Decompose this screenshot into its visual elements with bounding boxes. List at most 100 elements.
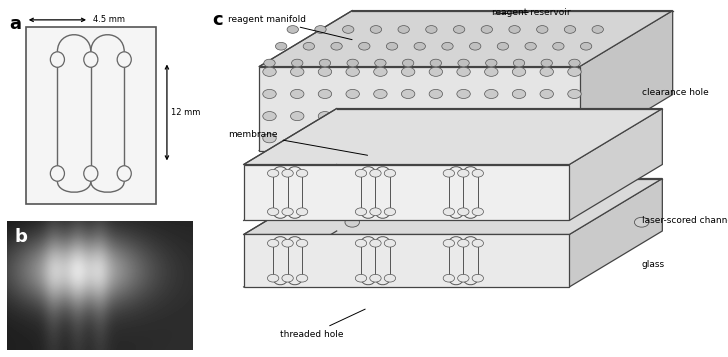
Circle shape	[429, 89, 443, 99]
Circle shape	[371, 26, 381, 33]
Circle shape	[540, 67, 553, 76]
Circle shape	[346, 111, 360, 121]
Text: 4.5 mm: 4.5 mm	[92, 15, 124, 24]
Circle shape	[267, 275, 279, 282]
Circle shape	[370, 208, 381, 216]
Circle shape	[472, 240, 483, 247]
Circle shape	[457, 111, 470, 121]
Circle shape	[537, 26, 548, 33]
Circle shape	[457, 67, 470, 76]
Text: threaded hole: threaded hole	[280, 309, 365, 339]
Circle shape	[263, 89, 276, 99]
Circle shape	[331, 42, 342, 50]
Circle shape	[320, 59, 331, 67]
Circle shape	[457, 89, 470, 99]
Circle shape	[426, 26, 437, 33]
Circle shape	[568, 89, 581, 99]
Circle shape	[84, 52, 98, 67]
Circle shape	[318, 134, 332, 143]
Circle shape	[373, 67, 387, 76]
Circle shape	[403, 59, 414, 67]
Circle shape	[430, 59, 442, 67]
Circle shape	[580, 42, 592, 50]
Circle shape	[458, 275, 469, 282]
Text: a: a	[9, 15, 21, 33]
Circle shape	[429, 134, 443, 143]
Circle shape	[634, 217, 649, 227]
Circle shape	[84, 166, 98, 181]
Circle shape	[318, 89, 332, 99]
Circle shape	[429, 67, 443, 76]
Circle shape	[264, 59, 275, 67]
Circle shape	[318, 111, 332, 121]
Circle shape	[414, 42, 425, 50]
Circle shape	[267, 240, 279, 247]
Circle shape	[275, 42, 287, 50]
Circle shape	[486, 59, 497, 67]
Circle shape	[290, 134, 304, 143]
Circle shape	[296, 208, 308, 216]
Circle shape	[472, 275, 483, 282]
Circle shape	[401, 111, 415, 121]
Circle shape	[569, 59, 580, 67]
Circle shape	[485, 111, 498, 121]
Circle shape	[267, 170, 279, 177]
Text: laser-scored channel: laser-scored channel	[641, 216, 728, 225]
Circle shape	[384, 240, 395, 247]
Circle shape	[513, 89, 526, 99]
Circle shape	[568, 111, 581, 121]
Circle shape	[509, 26, 521, 33]
Circle shape	[290, 67, 304, 76]
Circle shape	[401, 67, 415, 76]
Polygon shape	[569, 178, 662, 287]
Circle shape	[458, 59, 470, 67]
Circle shape	[50, 166, 65, 181]
Circle shape	[513, 134, 526, 143]
Circle shape	[384, 275, 395, 282]
Polygon shape	[244, 109, 662, 165]
Circle shape	[290, 89, 304, 99]
Text: c: c	[213, 11, 223, 29]
Circle shape	[346, 67, 360, 76]
Circle shape	[296, 275, 308, 282]
Circle shape	[355, 275, 367, 282]
Circle shape	[485, 134, 498, 143]
Circle shape	[370, 275, 381, 282]
Circle shape	[291, 59, 303, 67]
Circle shape	[553, 42, 564, 50]
Circle shape	[347, 59, 358, 67]
Circle shape	[564, 26, 576, 33]
Circle shape	[497, 42, 509, 50]
Circle shape	[458, 208, 469, 216]
Circle shape	[540, 111, 553, 121]
Polygon shape	[259, 66, 579, 151]
Circle shape	[373, 89, 387, 99]
Circle shape	[401, 89, 415, 99]
Circle shape	[375, 59, 386, 67]
Circle shape	[542, 273, 556, 283]
Circle shape	[457, 134, 470, 143]
Circle shape	[454, 26, 464, 33]
Circle shape	[429, 111, 443, 121]
Circle shape	[485, 89, 498, 99]
Circle shape	[384, 208, 395, 216]
Circle shape	[346, 134, 360, 143]
Circle shape	[252, 273, 266, 283]
Circle shape	[267, 208, 279, 216]
Circle shape	[458, 170, 469, 177]
Circle shape	[387, 42, 397, 50]
Circle shape	[370, 170, 381, 177]
Polygon shape	[579, 11, 673, 151]
Circle shape	[263, 134, 276, 143]
Circle shape	[525, 42, 537, 50]
Circle shape	[355, 240, 367, 247]
Text: glass: glass	[641, 260, 665, 269]
Text: reagent reservoir: reagent reservoir	[491, 8, 571, 17]
Circle shape	[296, 170, 308, 177]
Text: b: b	[15, 228, 28, 246]
Circle shape	[117, 52, 131, 67]
Circle shape	[540, 134, 553, 143]
Text: 12 mm: 12 mm	[170, 108, 200, 117]
Circle shape	[398, 26, 409, 33]
Circle shape	[282, 170, 293, 177]
